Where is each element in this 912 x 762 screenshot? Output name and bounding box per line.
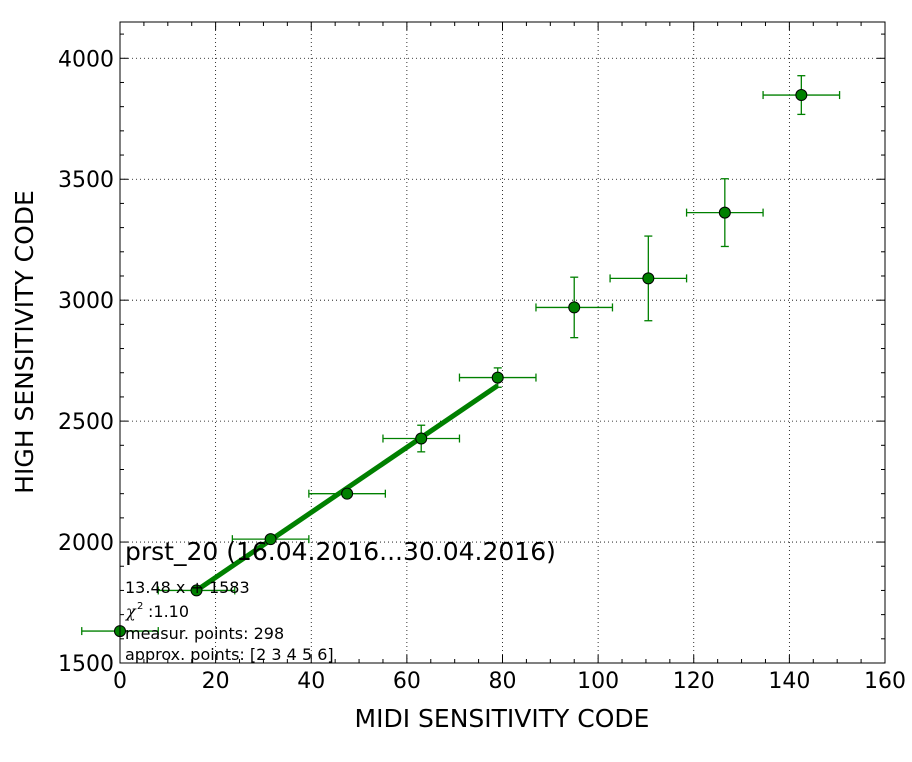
x-tick-label: 20	[202, 669, 230, 694]
y-tick-label: 4000	[58, 47, 114, 72]
y-tick-label: 2000	[58, 531, 114, 556]
chi-symbol: χ	[125, 602, 137, 621]
data-points	[114, 89, 808, 638]
x-tick-label: 140	[768, 669, 810, 694]
minor-ticks	[120, 22, 885, 663]
data-point	[795, 89, 808, 102]
y-tick-label: 3500	[58, 168, 114, 193]
plot-frame	[119, 21, 886, 664]
measurement-points-count: measur. points: 298	[125, 624, 284, 643]
y-tick-label: 1500	[58, 652, 114, 677]
data-point	[568, 301, 581, 314]
chi-squared-label: χ 2 :1.10	[125, 601, 189, 621]
y-tick-label: 3000	[58, 289, 114, 314]
data-point	[415, 432, 428, 445]
x-tick-label: 120	[673, 669, 715, 694]
x-axis-label: MIDI SENSITIVITY CODE	[355, 704, 650, 733]
data-point	[190, 584, 203, 597]
x-tick-labels: 0 20 40 60 80 100 120 140 160	[113, 669, 906, 694]
chart-title: prst_20 (16.04.2016...30.04.2016)	[125, 537, 556, 566]
chi-superscript: 2	[137, 601, 143, 612]
data-point	[642, 272, 655, 285]
x-tick-label: 60	[393, 669, 421, 694]
y-tick-label: 2500	[58, 410, 114, 435]
data-point	[491, 371, 504, 384]
data-point	[718, 206, 731, 219]
approximation-points: approx. points: [2 3 4 5 6]	[125, 645, 334, 664]
x-tick-label: 100	[577, 669, 619, 694]
data-point	[341, 487, 354, 500]
y-tick-labels: 1500 2000 2500 3000 3500 4000	[58, 47, 114, 677]
chi-squared-value: :1.10	[148, 602, 189, 621]
y-axis-label: HIGH SENSITIVITY CODE	[10, 190, 39, 494]
fit-formula: 13.48 x + 1583	[125, 578, 250, 597]
x-tick-label: 0	[113, 669, 127, 694]
x-tick-label: 40	[297, 669, 325, 694]
x-tick-label: 80	[489, 669, 517, 694]
data-point	[264, 533, 277, 546]
x-tick-label: 160	[864, 669, 906, 694]
major-ticks	[119, 22, 886, 664]
